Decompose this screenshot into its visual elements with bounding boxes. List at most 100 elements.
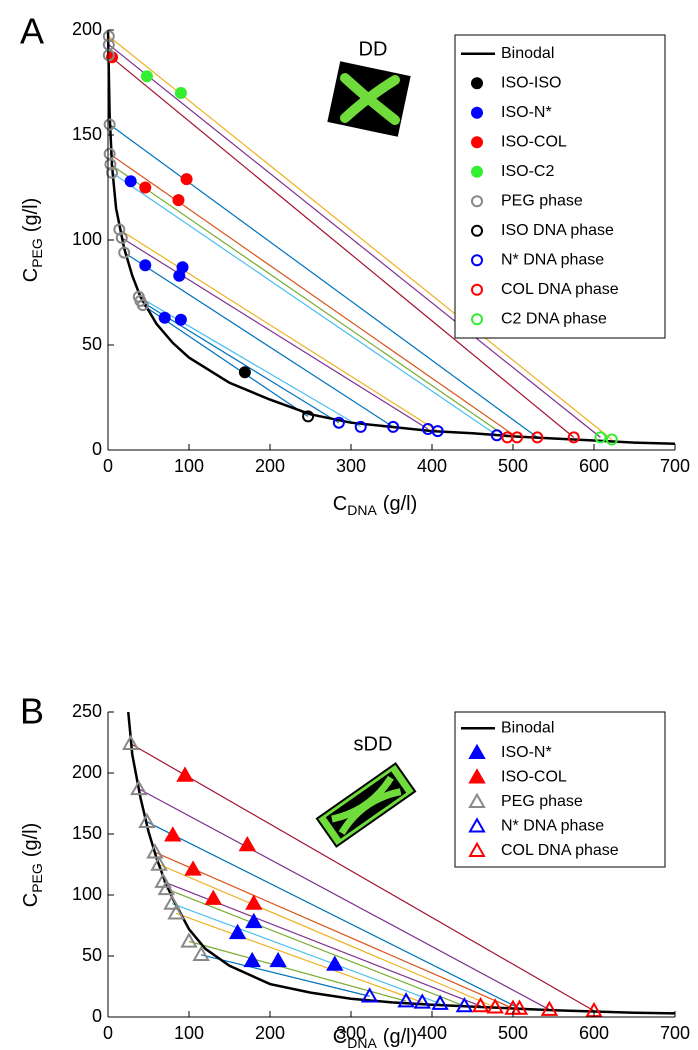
tie-line (110, 163, 508, 438)
x-tick-label: 400 (417, 1023, 447, 1043)
x-tick-label: 100 (174, 1023, 204, 1043)
tie-line (119, 228, 438, 432)
data-point (245, 912, 263, 929)
y-tick-label: 0 (92, 439, 102, 459)
x-tick-label: 100 (174, 456, 204, 476)
legend-marker (471, 77, 483, 90)
y-tick-label: 100 (72, 884, 102, 904)
chart-title: sDD (354, 733, 393, 755)
legend-marker (471, 106, 483, 119)
xlabel: CDNA (g/l) (333, 1026, 417, 1050)
xlabel-unit: (g/l) (383, 1026, 417, 1048)
xlabel-unit: (g/l) (383, 493, 417, 515)
ylabel-main: C (20, 893, 42, 907)
x-tick-label: 200 (255, 1023, 285, 1043)
tie-line (121, 237, 429, 430)
x-tick-label: 700 (660, 1023, 690, 1043)
legend-marker (471, 313, 483, 326)
data-point (140, 70, 153, 83)
data-point (121, 734, 140, 750)
data-point (163, 894, 181, 910)
tie-line (138, 788, 550, 1011)
data-point (176, 766, 194, 782)
data-point (397, 992, 415, 1008)
data-point (302, 410, 315, 423)
legend-marker (468, 768, 486, 784)
data-point (104, 158, 117, 171)
data-point (243, 951, 261, 968)
legend-label: ISO-COL (501, 768, 567, 785)
xlabel-sub: DNA (347, 502, 377, 518)
legend-marker (468, 841, 486, 857)
ylabel-unit: (g/l) (20, 198, 42, 232)
data-point (387, 420, 400, 433)
x-tick-label: 0 (103, 1023, 113, 1043)
data-point (471, 997, 490, 1013)
legend-box (454, 711, 666, 868)
x-tick-label: 600 (579, 456, 609, 476)
binodal-line (106, 29, 676, 445)
data-point (158, 311, 171, 324)
y-tick-label: 50 (82, 945, 102, 965)
x-tick-label: 300 (336, 456, 366, 476)
ylabel-sub: PEG (29, 863, 45, 893)
data-point (413, 993, 432, 1009)
data-point (174, 87, 187, 99)
data-point (172, 194, 185, 207)
y-tick-label: 250 (72, 701, 102, 721)
y-tick-label: 100 (72, 229, 102, 249)
xlabel-main: C (333, 1026, 347, 1048)
data-point (192, 945, 210, 962)
data-point (431, 994, 449, 1010)
data-point (238, 835, 257, 852)
data-point (124, 175, 137, 188)
data-point (326, 955, 344, 971)
legend-label: N* DNA phase (501, 251, 604, 268)
data-point (130, 779, 148, 796)
y-tick-label: 200 (72, 762, 102, 782)
data-point (486, 998, 504, 1014)
data-point (113, 223, 126, 236)
panel-label: B (20, 691, 44, 732)
legend-marker (471, 165, 483, 178)
data-point (103, 118, 116, 131)
data-point (174, 313, 187, 326)
legend-label: C2 DNA phase (501, 310, 607, 327)
x-tick-label: 500 (498, 1023, 528, 1043)
x-tick-label: 200 (255, 456, 285, 476)
legend-label: ISO-N* (501, 744, 552, 761)
data-point (106, 166, 119, 179)
tie-line (175, 912, 423, 1003)
legend-label: ISO-ISO (501, 74, 561, 91)
data-point (184, 860, 202, 876)
y-tick-label: 150 (72, 823, 102, 843)
x-tick-label: 300 (336, 1023, 366, 1043)
x-tick-label: 400 (417, 456, 447, 476)
data-point (164, 826, 182, 842)
legend-marker (471, 224, 483, 237)
legend-marker (471, 283, 483, 296)
chart-title: DD (359, 38, 388, 60)
x-tick-label: 600 (579, 1023, 609, 1043)
data-point (146, 843, 164, 859)
x-tick-label: 700 (660, 456, 690, 476)
data-point (431, 425, 444, 438)
data-point (269, 951, 287, 968)
y-tick-label: 150 (72, 124, 102, 144)
sdd-icon (315, 762, 417, 848)
data-point (511, 431, 524, 444)
y-tick-label: 200 (72, 19, 102, 39)
legend-label: ISO-COL (501, 133, 567, 150)
legend-marker (468, 817, 486, 833)
data-point (455, 997, 474, 1013)
legend-label: ISO DNA phase (501, 222, 614, 239)
tie-line (166, 888, 465, 1007)
ylabel-unit: (g/l) (20, 823, 42, 857)
data-point (594, 431, 607, 444)
data-point (510, 999, 529, 1015)
tie-line (142, 304, 309, 417)
xlabel-sub: DNA (347, 1035, 377, 1050)
data-point (228, 923, 247, 940)
data-point (157, 879, 176, 896)
